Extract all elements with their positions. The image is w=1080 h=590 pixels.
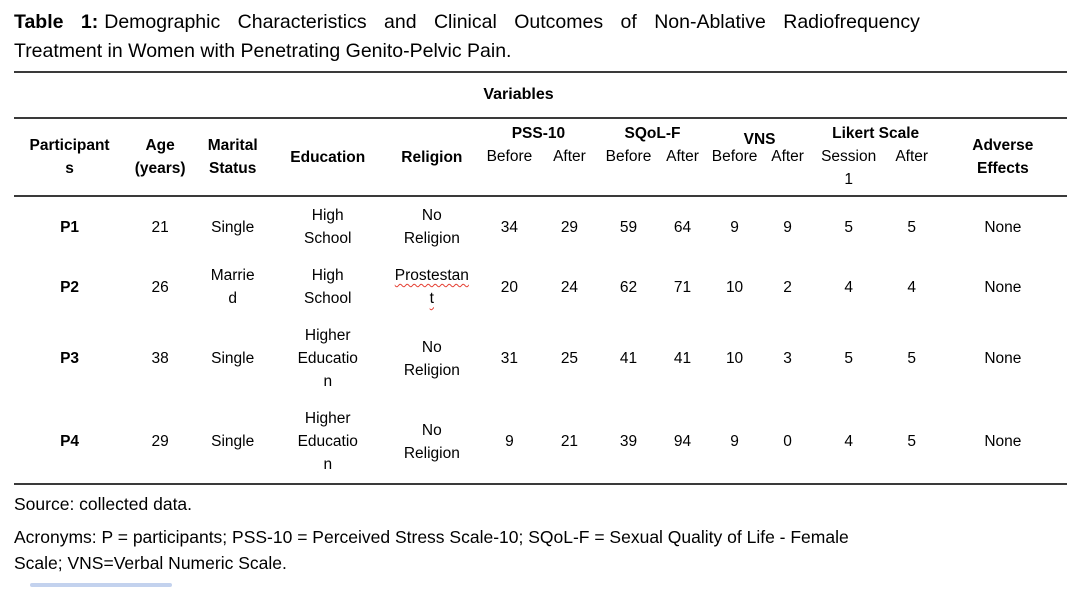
row-header-participant: P3 bbox=[60, 350, 80, 367]
cell-likert_after: 4 bbox=[907, 278, 916, 296]
cell-pss_before: 20 bbox=[500, 278, 519, 296]
table-row: P4 29 Single Higher Educatio n No Religion 9 2… bbox=[14, 400, 1067, 484]
cell-adverse_effects: None bbox=[984, 278, 1022, 296]
table-row: P3 38 Single Higher Educatio n No Religion 31… bbox=[14, 317, 1067, 400]
cell-pss_after: 21 bbox=[560, 433, 579, 450]
col-header-religion: Religion bbox=[385, 118, 479, 197]
cell-sqol_after: 64 bbox=[673, 218, 692, 236]
cell-age: 21 bbox=[151, 218, 169, 236]
cell-vns_after: 3 bbox=[783, 350, 792, 367]
col-header-age: Age (years) bbox=[125, 118, 196, 197]
cell-marital_status: Single bbox=[211, 218, 255, 236]
cell-sqol_after: 41 bbox=[673, 350, 692, 367]
acronyms-note: Acronyms: P = participants; PSS-10 = Per… bbox=[14, 527, 849, 573]
col-group-pss10: PSS-10 bbox=[511, 125, 566, 142]
variables-header: Variables bbox=[14, 72, 1067, 119]
row-header-participant: P4 bbox=[60, 433, 80, 450]
misspelled-word: Prostestan t bbox=[394, 267, 469, 307]
cell-vns_after: 0 bbox=[783, 433, 792, 450]
cell-likert_session1: 4 bbox=[844, 433, 853, 450]
cell-vns_before: 9 bbox=[730, 218, 739, 236]
cell-vns_before: 9 bbox=[730, 433, 739, 450]
cell-sqol_after: 71 bbox=[673, 278, 692, 296]
row-header-participant: P2 bbox=[60, 278, 80, 296]
caption-text-line1: Demographic Characteristics and Clinical… bbox=[104, 11, 920, 33]
col-header-sqol-before: Before bbox=[598, 145, 659, 197]
col-header-likert-after: After bbox=[884, 145, 939, 197]
cell-religion: No Religion bbox=[403, 207, 460, 247]
cell-pss_before: 9 bbox=[505, 433, 514, 450]
cell-religion: No Religion bbox=[403, 338, 460, 379]
cell-vns_before: 10 bbox=[725, 278, 744, 296]
cell-pss_after: 25 bbox=[560, 350, 579, 367]
cell-adverse_effects: None bbox=[984, 218, 1022, 236]
col-header-vns-after: After bbox=[762, 145, 813, 197]
caption-line-2: Treatment in Women with Penetrating Geni… bbox=[14, 40, 512, 62]
cell-adverse_effects: None bbox=[984, 350, 1022, 367]
cell-pss_before: 31 bbox=[500, 350, 519, 367]
col-group-vns: VNS bbox=[707, 118, 813, 148]
cell-likert_session1: 5 bbox=[844, 350, 853, 367]
col-group-likert-scale: Likert Scale bbox=[832, 125, 920, 142]
cell-likert_after: 5 bbox=[907, 433, 916, 450]
table-caption: Table 1: Demographic Characteristics and … bbox=[14, 8, 1067, 66]
cell-vns_after: 9 bbox=[783, 218, 792, 236]
selection-artifact-line bbox=[30, 583, 172, 587]
cell-sqol_before: 59 bbox=[619, 218, 638, 236]
cell-marital_status: Marrie d bbox=[210, 267, 255, 307]
row-header-participant: P1 bbox=[60, 218, 80, 236]
cell-pss_after: 29 bbox=[560, 218, 579, 236]
col-header-pss-before: Before bbox=[478, 145, 541, 197]
cell-sqol_before: 39 bbox=[619, 433, 638, 450]
col-header-sqol-after: After bbox=[658, 145, 707, 197]
column-sub-row: Before After Before After Before After S… bbox=[14, 145, 1067, 197]
demographics-table: Variables Participant s Age (years) Mari… bbox=[14, 71, 1067, 485]
col-header-participants: Participant s bbox=[14, 118, 126, 197]
col-header-adverse-effects: Adverse Effects bbox=[938, 118, 1067, 197]
col-group-sqolf: SQoL-F bbox=[624, 125, 681, 142]
cell-likert_after: 5 bbox=[907, 218, 916, 236]
cell-marital_status: Single bbox=[211, 350, 255, 367]
cell-adverse_effects: None bbox=[984, 433, 1022, 450]
col-header-likert-session1: Session 1 bbox=[812, 145, 885, 197]
cell-age: 26 bbox=[151, 278, 169, 296]
table-row: P1 21 Single High School No Religion 34 29 59 64… bbox=[14, 196, 1067, 257]
col-group-vns-label: VNS bbox=[743, 131, 776, 148]
cell-age: 38 bbox=[151, 350, 169, 367]
col-header-education: Education bbox=[270, 118, 386, 197]
table-body: P1 21 Single High School No Religion 34 29 59 64… bbox=[14, 196, 1067, 484]
cell-education: Higher Educatio n bbox=[297, 410, 358, 473]
cell-sqol_before: 62 bbox=[619, 278, 638, 296]
cell-religion: Prostestan t bbox=[385, 257, 478, 317]
caption-label: Table 1: bbox=[14, 11, 99, 33]
cell-vns_after: 2 bbox=[783, 278, 792, 296]
document-page: Table 1: Demographic Characteristics and … bbox=[14, 8, 1067, 573]
cell-education: High School bbox=[304, 207, 352, 247]
cell-likert_session1: 4 bbox=[844, 278, 853, 296]
cell-vns_before: 10 bbox=[725, 350, 744, 367]
col-header-marital-status: Marital Status bbox=[195, 118, 271, 197]
cell-education: Higher Educatio n bbox=[297, 327, 358, 390]
cell-pss_after: 24 bbox=[560, 278, 579, 296]
cell-sqol_before: 41 bbox=[619, 350, 638, 367]
cell-likert_after: 5 bbox=[907, 350, 916, 367]
cell-religion: No Religion bbox=[403, 421, 460, 462]
table-row: P2 26 Marrie d High School Prostestan t 20 24 6… bbox=[14, 257, 1067, 317]
cell-pss_before: 34 bbox=[500, 218, 519, 236]
col-header-pss-after: After bbox=[540, 145, 599, 197]
cell-marital_status: Single bbox=[211, 433, 255, 450]
cell-sqol_after: 94 bbox=[673, 433, 692, 450]
source-note: Source: collected data. bbox=[14, 494, 193, 514]
caption-line-1: Table 1: Demographic Characteristics and … bbox=[14, 8, 1067, 37]
cell-likert_session1: 5 bbox=[844, 218, 853, 236]
cell-education: High School bbox=[304, 267, 352, 307]
column-group-row: Participant s Age (years) Marital Status… bbox=[14, 118, 1067, 197]
col-header-vns-before: Before bbox=[706, 145, 763, 197]
cell-age: 29 bbox=[151, 433, 169, 450]
variables-header-row: Variables bbox=[14, 72, 1067, 119]
